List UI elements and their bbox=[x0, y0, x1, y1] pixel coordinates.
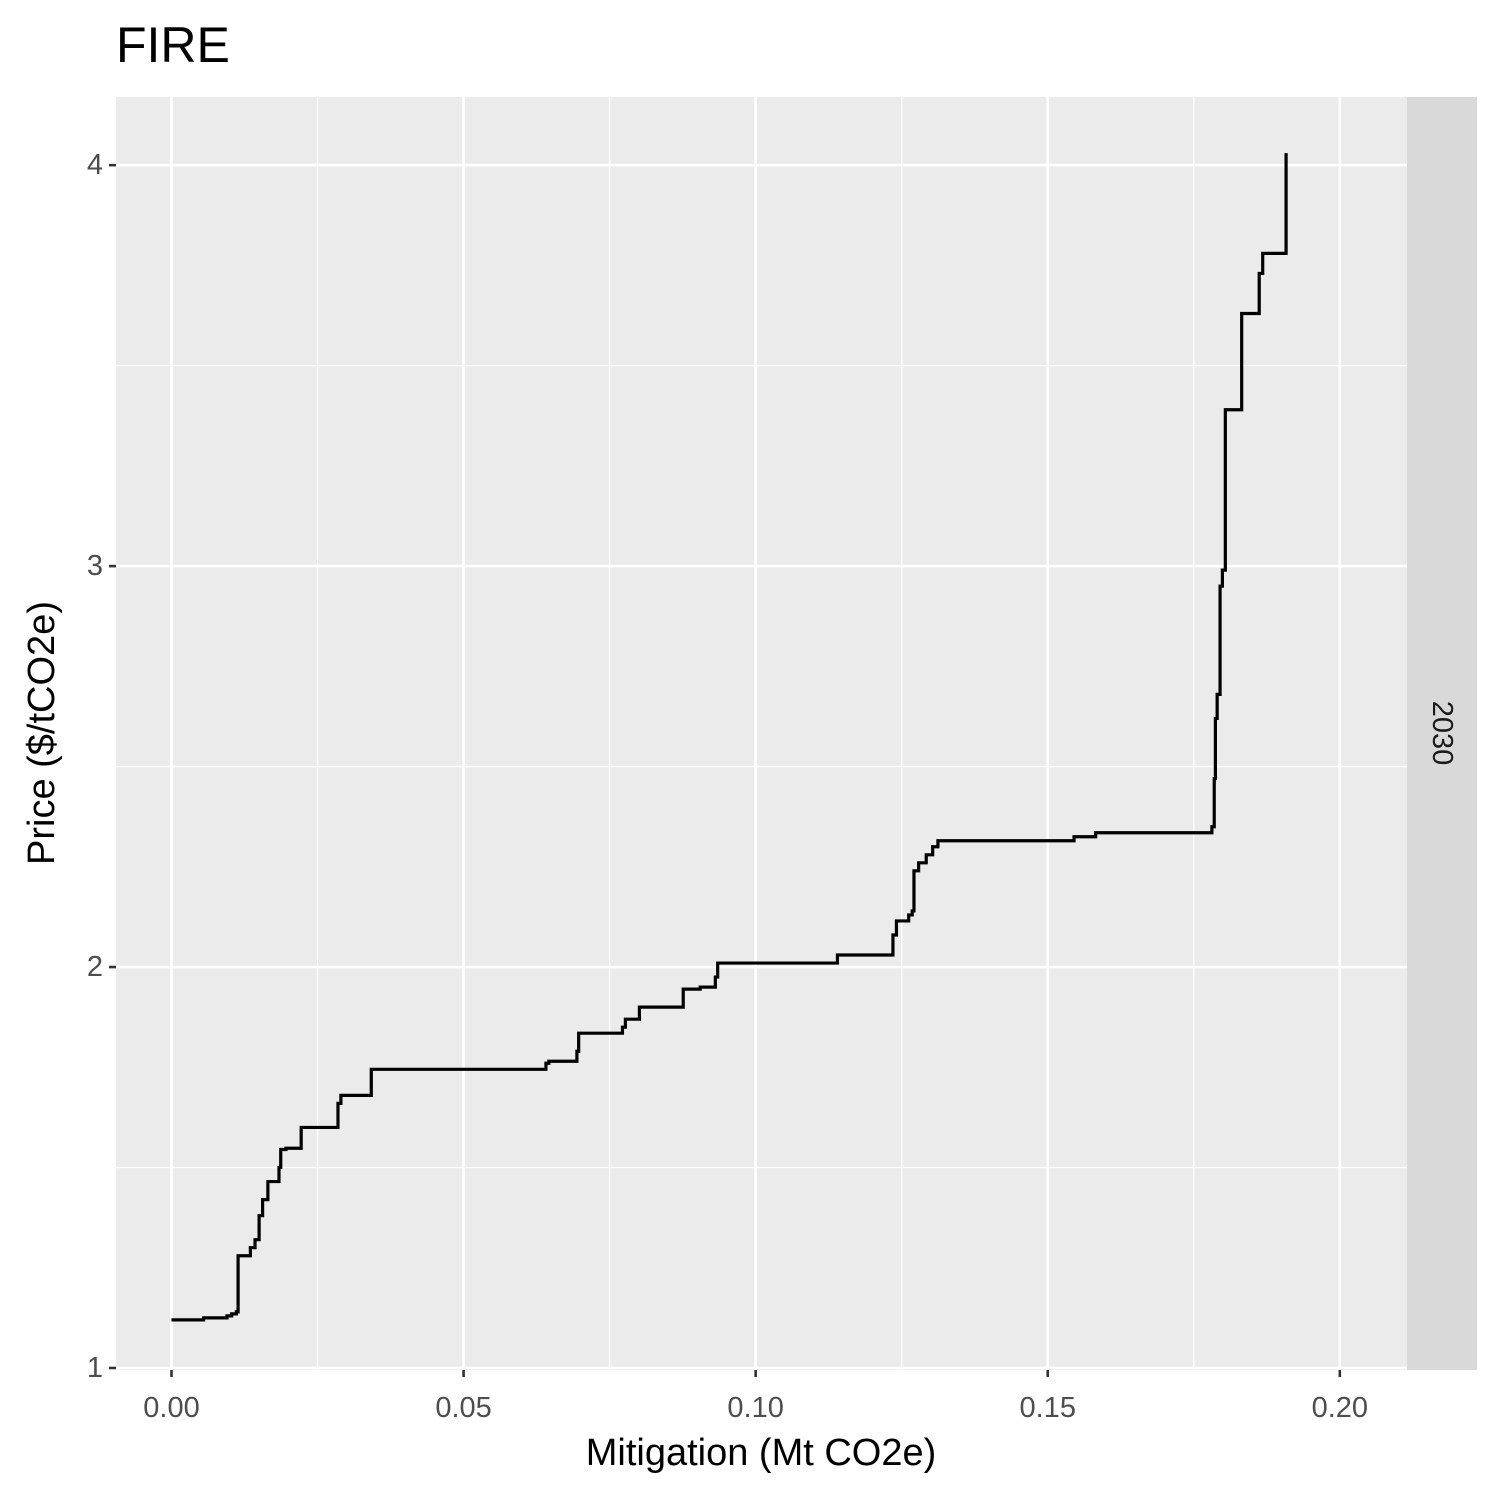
y-axis: 1 2 3 4 bbox=[87, 149, 116, 1384]
series-line bbox=[171, 153, 1288, 1322]
y-tick-label: 4 bbox=[87, 149, 103, 181]
major-gridlines bbox=[116, 97, 1407, 1370]
x-tick-label: 0.00 bbox=[143, 1392, 199, 1424]
y-axis-title: Price ($/tCO2e) bbox=[21, 601, 63, 865]
x-axis-title: Mitigation (Mt CO2e) bbox=[586, 1432, 937, 1474]
x-tick-label: 0.05 bbox=[435, 1392, 491, 1424]
chart-title: FIRE bbox=[116, 17, 230, 73]
facet-strip bbox=[1407, 97, 1477, 1370]
y-tick-label: 1 bbox=[87, 1352, 103, 1384]
facet-strip-label: 2030 bbox=[1426, 701, 1458, 766]
x-axis: 0.00 0.05 0.10 0.15 0.20 bbox=[143, 1370, 1368, 1424]
minor-gridlines bbox=[116, 97, 1407, 1370]
x-tick-label: 0.20 bbox=[1312, 1392, 1368, 1424]
y-tick-label: 3 bbox=[87, 550, 103, 582]
plot-panel bbox=[116, 97, 1407, 1370]
x-tick-label: 0.15 bbox=[1020, 1392, 1076, 1424]
x-tick-label: 0.10 bbox=[727, 1392, 783, 1424]
y-tick-label: 2 bbox=[87, 951, 103, 983]
